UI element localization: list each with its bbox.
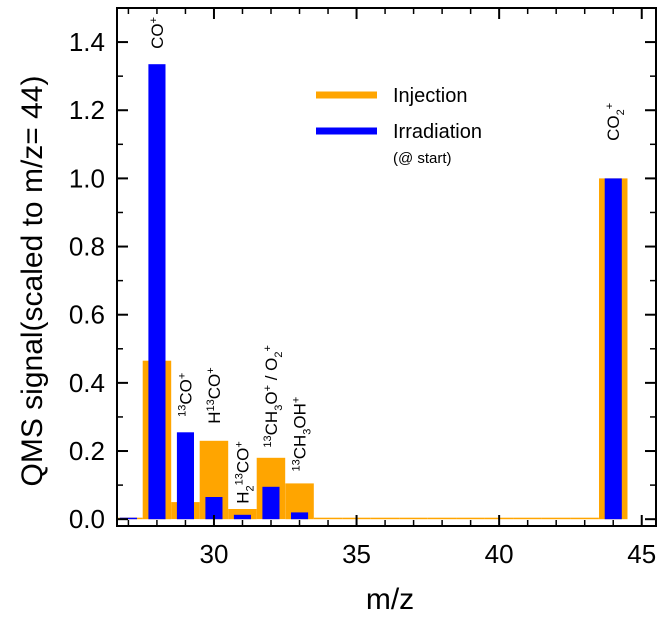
peak-annotation-mz-32: 13CH3O+ / O2+ (262, 345, 285, 448)
x-tick-label: 30 (200, 539, 229, 569)
irradiation-bar-mz-44 (604, 178, 622, 520)
y-tick-label: 0.0 (69, 504, 105, 534)
legend-label-injection: Injection (393, 85, 468, 107)
x-axis-title: m/z (366, 583, 414, 616)
x-tick-label: 40 (485, 539, 514, 569)
irradiation-bar-mz-31 (233, 514, 251, 520)
injection-bar-mz-38 (427, 517, 457, 520)
irradiation-bar-mz-33 (291, 512, 309, 520)
legend: Injection Irradiation (@ start) (316, 85, 482, 167)
annotation-layer: CO+ 13CO+ H13CO+ H213CO+ 13CH3O+ / O2+ 13CH3O… (148, 17, 627, 504)
injection-bar-mz-31 (228, 509, 257, 520)
y-tick-label: 0.8 (69, 232, 105, 262)
plot-frame (116, 7, 657, 527)
peak-annotation-mz-29: 13CO+ (176, 373, 195, 417)
legend-label-irradiation: Irradiation (393, 121, 482, 143)
injection-bar-mz-36 (370, 517, 400, 520)
x-tick-label: 45 (627, 539, 656, 569)
y-tick-label: 0.2 (69, 436, 105, 466)
y-tick-label: 1.0 (69, 163, 105, 193)
y-tick-label: 1.2 (69, 95, 105, 125)
peak-annotation-mz-33: 13CH3OH+ (291, 397, 314, 472)
injection-bar-mz-34 (313, 517, 343, 520)
irradiation-bar-mz-28 (148, 64, 166, 520)
y-tick-label: 1.4 (69, 27, 105, 57)
y-axis-title: QMS signal(scaled to m/z= 44) (16, 76, 49, 487)
injection-bar-mz-42 (541, 517, 571, 520)
irradiation-bar-mz-32 (262, 486, 280, 520)
peak-annotation-mz-31: H213CO+ (234, 441, 257, 504)
peak-annotation-mz-44: CO2+ (604, 103, 627, 141)
injection-bar-mz-37 (399, 517, 428, 520)
y-tick-label: 0.4 (69, 368, 105, 398)
injection-bar-mz-41 (513, 517, 542, 520)
peak-annotation-mz-30: H13CO+ (205, 367, 224, 423)
legend-note-irradiation: (@ start) (393, 150, 452, 167)
irradiation-bar-mz-30 (205, 497, 223, 520)
y-tick-label: 0.6 (69, 300, 105, 330)
bars-layer (117, 64, 628, 520)
injection-bar-mz-39 (456, 517, 485, 520)
irradiation-bar-mz-27 (119, 517, 137, 520)
injection-bar-mz-43 (570, 517, 599, 520)
ticks-layer: 30 35 40 45 0.0 0.2 0.4 0.6 0.8 1.0 1.2 1.4 (69, 8, 656, 569)
peak-annotation-mz-28: CO+ (148, 17, 167, 49)
x-tick-label: 35 (342, 539, 371, 569)
irradiation-bar-mz-29 (176, 432, 194, 520)
